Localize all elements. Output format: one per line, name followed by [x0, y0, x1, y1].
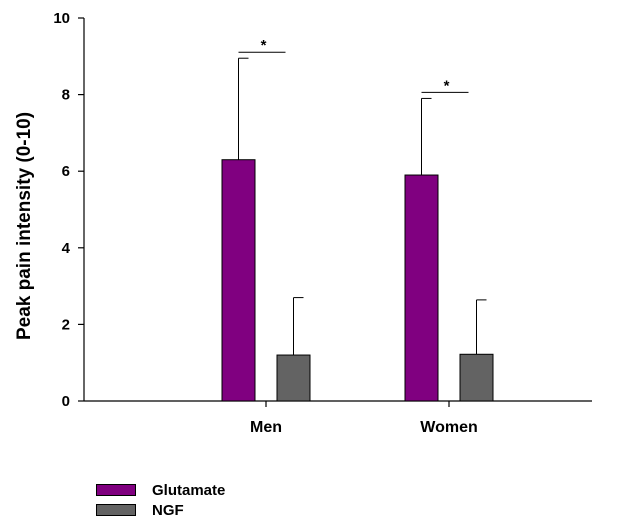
legend: Glutamate NGF — [96, 480, 225, 520]
y-tick-label: 6 — [62, 163, 70, 180]
significance-star: * — [444, 77, 450, 94]
significance-annotations: ** — [238, 37, 469, 94]
bar-glutamate-women — [404, 174, 439, 402]
y-tick-label: 10 — [53, 10, 70, 27]
x-tick-label: Men — [250, 419, 282, 436]
legend-swatch-ngf — [96, 504, 136, 516]
axes: 0 2 4 6 8 10 Men Women — [53, 10, 592, 436]
x-tick-label: Women — [420, 419, 477, 436]
y-tick-label: 2 — [62, 316, 70, 333]
y-tick-label: 8 — [62, 87, 70, 104]
legend-label-ngf: NGF — [152, 501, 184, 519]
y-tick-label: 4 — [62, 240, 71, 257]
bars — [221, 57, 494, 402]
legend-item-glutamate: Glutamate — [96, 480, 225, 500]
bar-glutamate-men — [221, 159, 256, 402]
legend-label-glutamate: Glutamate — [152, 481, 226, 499]
y-axis-label: Peak pain intensity (0-10) — [14, 112, 35, 340]
legend-item-ngf: NGF — [96, 500, 225, 520]
bar-ngf-men — [276, 354, 311, 402]
bar-ngf-women — [459, 353, 494, 402]
significance-star: * — [261, 37, 267, 54]
legend-swatch-glutamate — [96, 484, 136, 496]
y-tick-label: 0 — [62, 393, 70, 410]
